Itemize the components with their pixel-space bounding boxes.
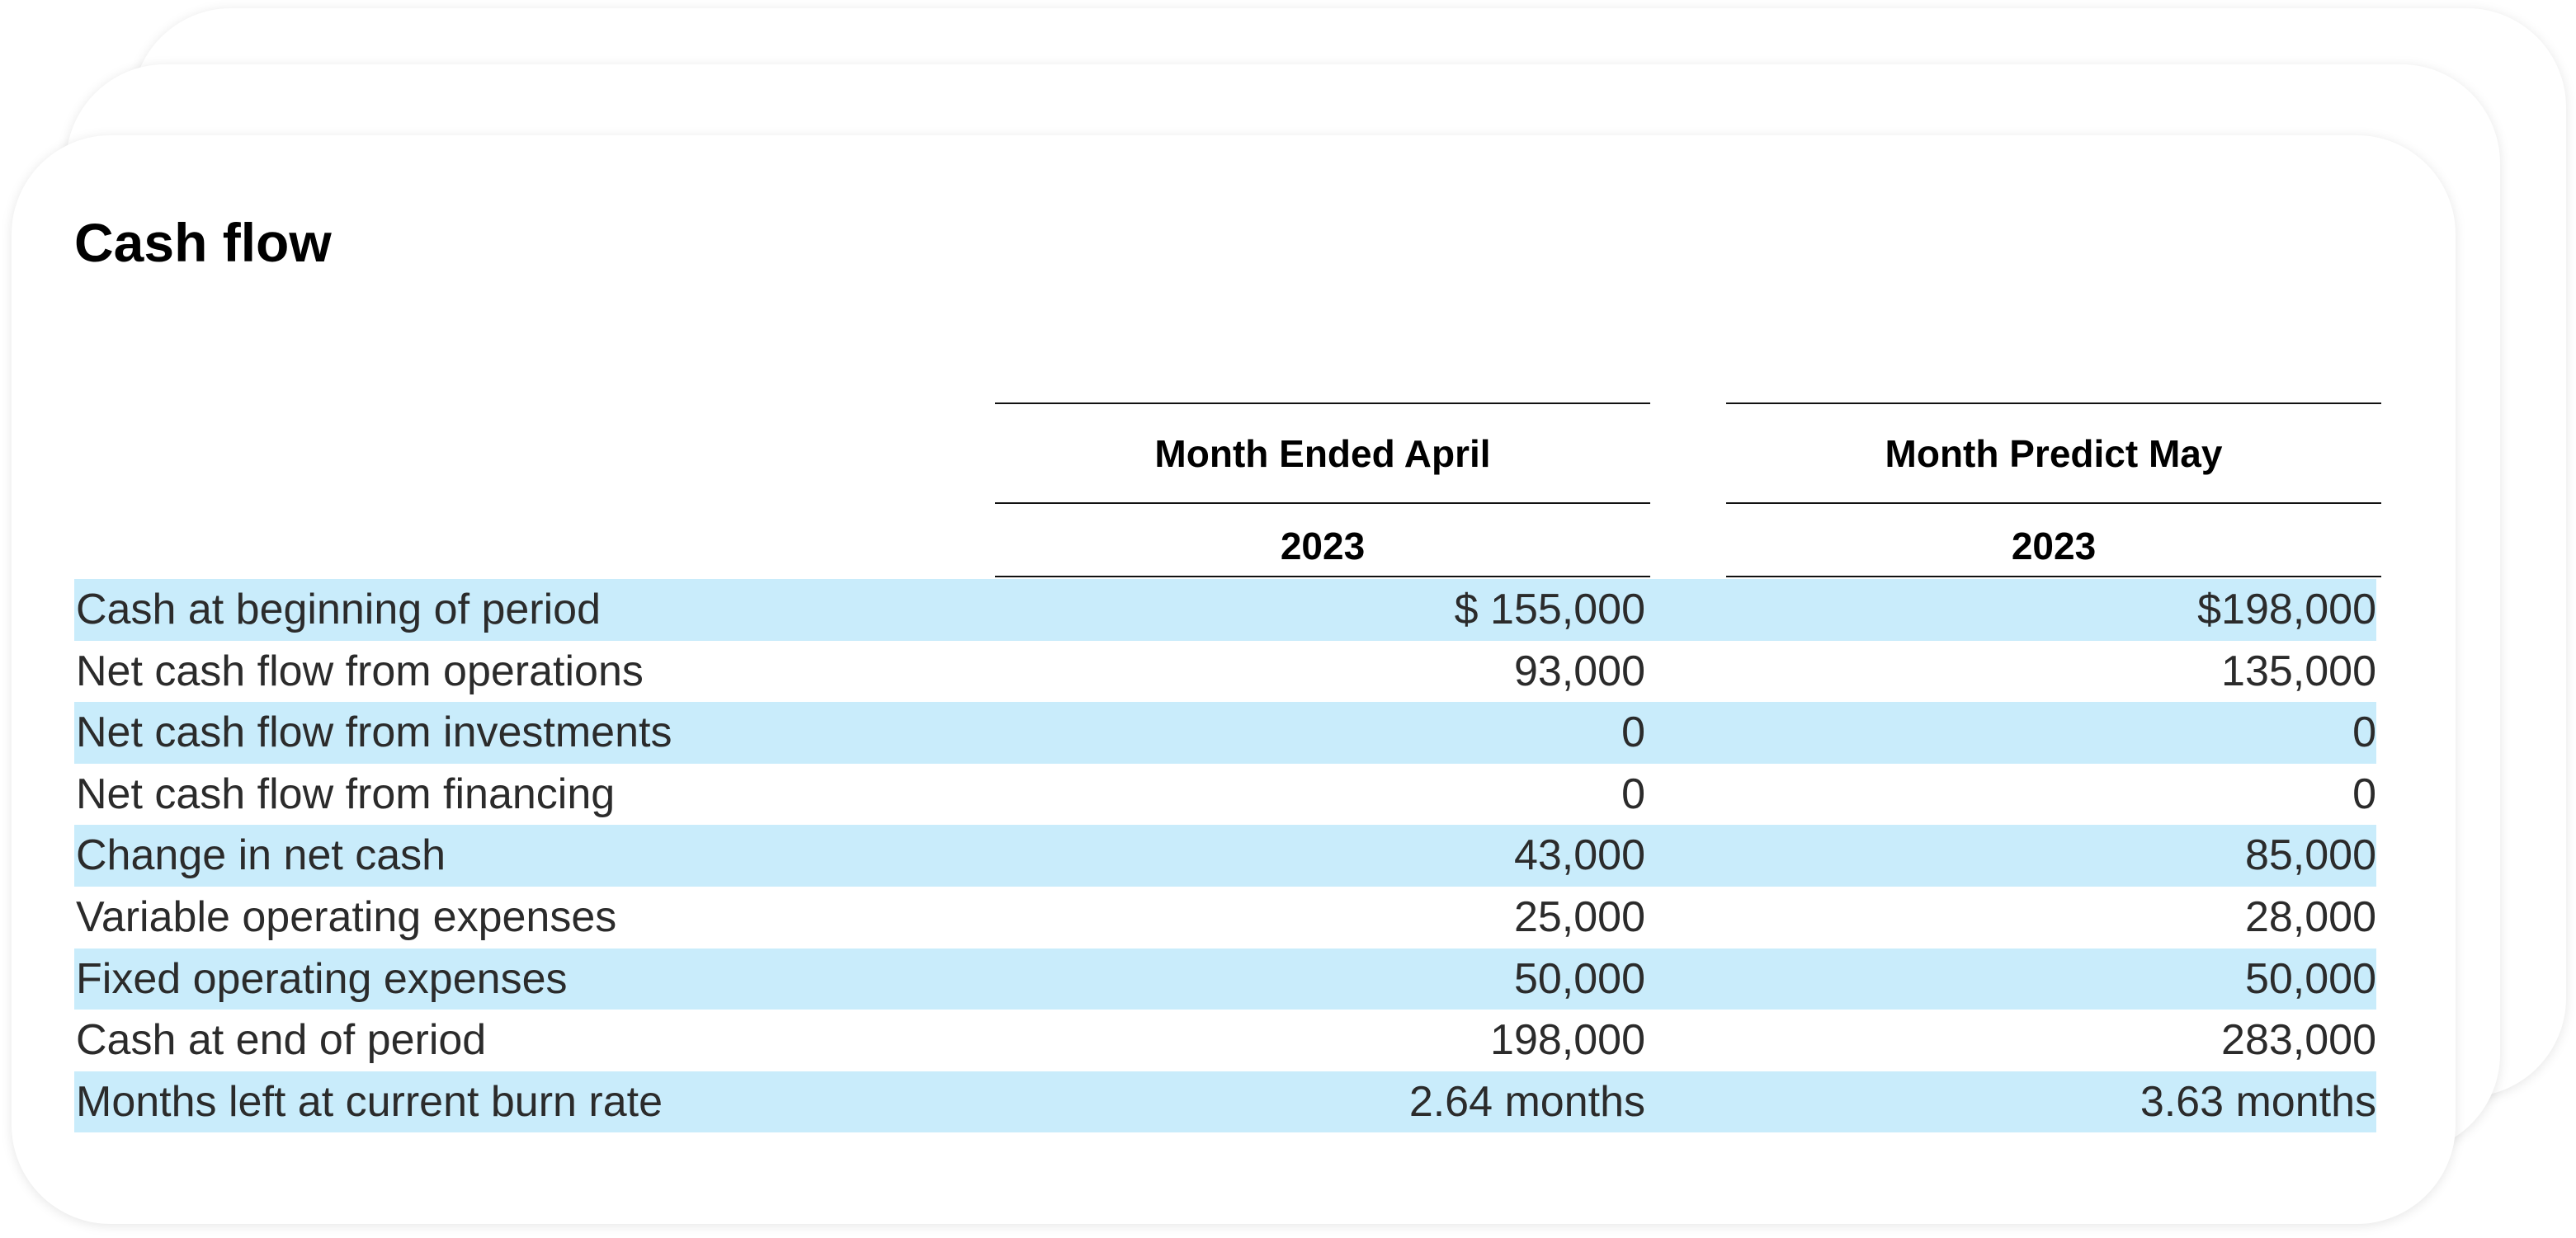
table-row: Net cash flow from operations 93,000 135…: [74, 641, 2376, 703]
row-shade: [74, 702, 2376, 764]
row-label: Variable operating expenses: [76, 892, 617, 941]
table-row: Net cash flow from investments 0 0: [74, 702, 2376, 764]
table-row: Variable operating expenses 25,000 28,00…: [74, 887, 2376, 949]
row-label: Cash at end of period: [76, 1016, 487, 1065]
row-value-april: 198,000: [1490, 1016, 1645, 1065]
row-value-april: 43,000: [1513, 831, 1645, 880]
column-header-april: Month Ended April 2023: [995, 402, 1650, 579]
card-title: Cash flow: [74, 212, 332, 273]
table-row: Cash at end of period 198,000 283,000: [74, 1010, 2376, 1071]
table-row: Change in net cash 43,000 85,000: [74, 825, 2376, 887]
row-label: Months left at current burn rate: [76, 1077, 663, 1126]
column-rule-bottom: [995, 576, 1650, 577]
cash-flow-card: [12, 135, 2456, 1224]
column-month-label: Month Predict May: [1885, 432, 2223, 475]
column-rule-bottom: [1726, 576, 2381, 577]
row-value-may: 85,000: [2244, 831, 2376, 880]
row-shade: [74, 579, 2376, 641]
row-value-may: $198,000: [2197, 586, 2376, 633]
row-value-april: 50,000: [1513, 954, 1645, 1003]
row-label: Net cash flow from investments: [76, 708, 672, 757]
row-value-may: 28,000: [2244, 892, 2376, 941]
column-rule-top: [995, 402, 1650, 404]
row-value-april: $ 155,000: [1454, 586, 1645, 633]
column-month-label: Month Ended April: [1154, 432, 1491, 475]
table-row: Net cash flow from financing 0 0: [74, 764, 2376, 826]
column-rule-middle: [1726, 502, 2381, 504]
row-shade: [74, 948, 2376, 1010]
row-value-april: 0: [1621, 770, 1645, 818]
table-row: Fixed operating expenses 50,000 50,000: [74, 948, 2376, 1010]
row-value-may: 135,000: [2221, 647, 2376, 695]
row-label: Net cash flow from financing: [76, 770, 616, 818]
table-row: Cash at beginning of period $ 155,000 $1…: [74, 579, 2376, 641]
row-value-april: 93,000: [1513, 647, 1645, 695]
row-label: Fixed operating expenses: [76, 954, 568, 1003]
table-row: Months left at current burn rate 2.64 mo…: [74, 1071, 2376, 1133]
column-rule-middle: [995, 502, 1650, 504]
row-value-april: 25,000: [1513, 892, 1645, 941]
cash-flow-table: Cash at beginning of period $ 155,000 $1…: [74, 579, 2376, 1133]
column-header-may: Month Predict May 2023: [1726, 402, 2381, 579]
column-rule-top: [1726, 402, 2381, 404]
row-value-may: 50,000: [2244, 954, 2376, 1003]
row-value-may: 3.63 months: [2140, 1077, 2376, 1126]
row-label: Change in net cash: [76, 831, 446, 880]
row-value-april: 0: [1621, 708, 1645, 757]
row-value-may: 283,000: [2221, 1016, 2376, 1065]
row-value-may: 0: [2352, 708, 2376, 757]
row-shade: [74, 1071, 2376, 1133]
row-label: Cash at beginning of period: [76, 586, 602, 633]
row-value-april: 2.64 months: [1408, 1077, 1645, 1126]
column-year-label: 2023: [1280, 525, 1366, 567]
row-shade: [74, 825, 2376, 887]
column-year-label: 2023: [2011, 525, 2097, 567]
row-label: Net cash flow from operations: [76, 647, 644, 695]
row-value-may: 0: [2352, 770, 2376, 818]
